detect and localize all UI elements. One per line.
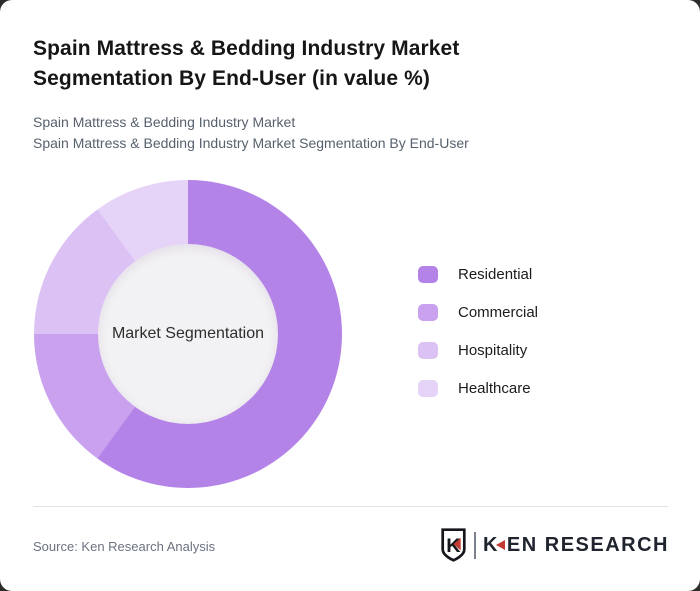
legend-item-hospitality: Hospitality [418,342,538,359]
donut-chart: Market Segmentation [34,180,342,488]
subtitle-line-1: Spain Mattress & Bedding Industry Market [33,114,296,130]
donut-center: Market Segmentation [98,244,278,424]
legend-label: Hospitality [458,342,528,359]
legend-swatch-healthcare [418,380,438,397]
legend-swatch-commercial [418,304,438,321]
footer-divider [33,506,668,507]
legend-item-healthcare: Healthcare [418,380,538,397]
legend-swatch-residential [418,266,438,283]
legend-label: Healthcare [458,380,531,397]
chart-legend: Residential Commercial Hospitality Healt… [418,266,538,397]
brand-rest: EN RESEARCH [506,533,669,556]
page-title: Spain Mattress & Bedding Industry Market… [33,37,460,90]
brand-k: K [482,533,499,556]
shield-k-icon: K [441,528,466,562]
donut-center-label: Market Segmentation [111,325,265,342]
legend-item-commercial: Commercial [418,304,538,321]
logo-divider-bar [473,531,476,559]
source-text: Source: Ken Research Analysis [33,539,216,554]
subtitle-line-2: Spain Mattress & Bedding Industry Market… [33,135,469,151]
legend-label: Commercial [458,304,539,321]
legend-label: Residential [458,266,533,283]
red-triangle-icon [495,540,505,550]
legend-item-residential: Residential [418,266,538,283]
subtitle-block: Spain Mattress & Bedding Industry Market… [33,112,469,154]
brand-wordmark: K EN RESEARCH [483,534,669,557]
legend-swatch-hospitality [418,342,438,359]
ken-research-logo: K K EN RESEARCH [440,527,669,563]
